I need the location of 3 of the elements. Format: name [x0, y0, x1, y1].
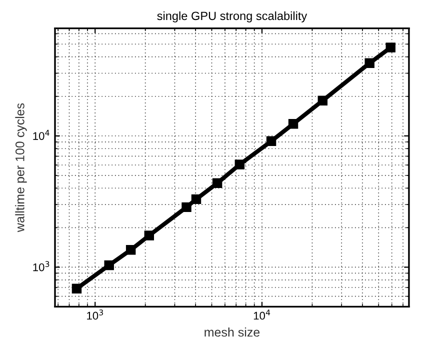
x-axis-title: mesh size [204, 327, 260, 337]
chart-title: single GPU strong scalability [157, 11, 308, 22]
y-axis-title: walltime per 100 cycles [15, 103, 27, 232]
